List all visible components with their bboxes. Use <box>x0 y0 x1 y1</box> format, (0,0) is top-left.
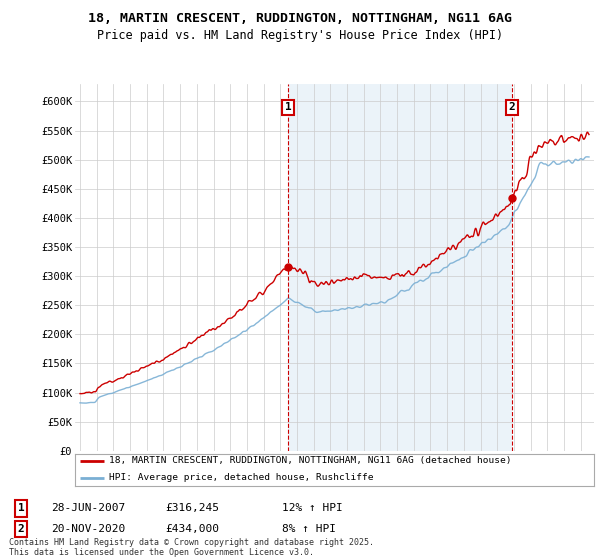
Text: 2: 2 <box>509 102 515 113</box>
Text: 28-JUN-2007: 28-JUN-2007 <box>51 503 125 514</box>
Text: 8% ↑ HPI: 8% ↑ HPI <box>282 524 336 534</box>
Text: 2: 2 <box>17 524 25 534</box>
Text: Contains HM Land Registry data © Crown copyright and database right 2025.
This d: Contains HM Land Registry data © Crown c… <box>9 538 374 557</box>
Text: £316,245: £316,245 <box>165 503 219 514</box>
Text: 18, MARTIN CRESCENT, RUDDINGTON, NOTTINGHAM, NG11 6AG (detached house): 18, MARTIN CRESCENT, RUDDINGTON, NOTTING… <box>109 456 511 465</box>
Text: £434,000: £434,000 <box>165 524 219 534</box>
Text: 18, MARTIN CRESCENT, RUDDINGTON, NOTTINGHAM, NG11 6AG: 18, MARTIN CRESCENT, RUDDINGTON, NOTTING… <box>88 12 512 25</box>
Text: Price paid vs. HM Land Registry's House Price Index (HPI): Price paid vs. HM Land Registry's House … <box>97 29 503 42</box>
Text: 1: 1 <box>17 503 25 514</box>
Text: 20-NOV-2020: 20-NOV-2020 <box>51 524 125 534</box>
Text: 1: 1 <box>285 102 292 113</box>
Text: HPI: Average price, detached house, Rushcliffe: HPI: Average price, detached house, Rush… <box>109 473 373 483</box>
Text: 12% ↑ HPI: 12% ↑ HPI <box>282 503 343 514</box>
Bar <box>288 84 512 451</box>
